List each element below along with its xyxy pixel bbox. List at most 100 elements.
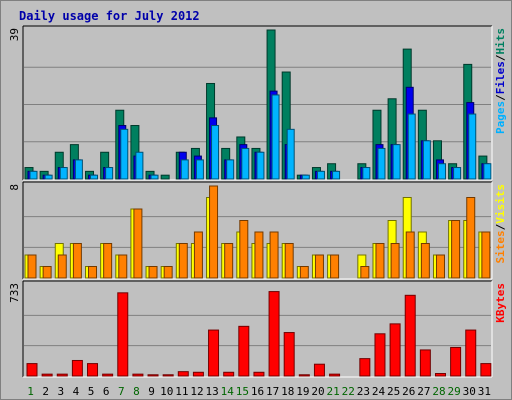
bar-kbytes-day-30 xyxy=(465,329,477,377)
legend-entry: / xyxy=(494,223,507,230)
x-tick-label-day-11: 11 xyxy=(175,385,188,398)
x-tick-label-day-31: 31 xyxy=(478,385,491,398)
bar-kbytes-day-11 xyxy=(177,371,189,377)
bar-pages-day-27 xyxy=(422,140,431,180)
bar-sites-day-4 xyxy=(72,243,82,279)
bar-pages-day-12 xyxy=(195,159,204,180)
legend-entry: Visits xyxy=(494,184,507,224)
x-tick-label-day-19: 19 xyxy=(296,385,309,398)
bar-kbytes-day-26 xyxy=(404,294,416,377)
x-tick-label-day-10: 10 xyxy=(160,385,173,398)
bar-sites-day-15 xyxy=(239,220,249,279)
bar-kbytes-day-29 xyxy=(450,346,462,377)
bar-kbytes-day-6 xyxy=(102,373,114,377)
x-tick-label-day-7: 7 xyxy=(118,385,125,398)
bar-sites-day-9 xyxy=(148,266,158,279)
bar-sites-day-11 xyxy=(178,243,188,279)
x-tick-label-day-15: 15 xyxy=(236,385,249,398)
x-tick-label-day-20: 20 xyxy=(311,385,324,398)
x-tick-label-day-5: 5 xyxy=(88,385,95,398)
bar-pages-day-5 xyxy=(90,174,99,180)
legend-entry: Sites xyxy=(494,230,507,263)
bar-sites-day-16 xyxy=(254,231,264,279)
x-tick-label-day-22: 22 xyxy=(342,385,355,398)
bar-pages-day-24 xyxy=(377,147,386,180)
bar-pages-day-23 xyxy=(362,167,371,180)
bar-sites-day-29 xyxy=(451,220,461,279)
bar-kbytes-day-16 xyxy=(253,371,265,377)
bar-kbytes-day-10 xyxy=(162,374,174,377)
bar-pages-day-14 xyxy=(226,159,235,180)
x-tick-label-day-24: 24 xyxy=(372,385,386,398)
bar-sites-day-25 xyxy=(390,243,400,279)
x-tick-label-day-14: 14 xyxy=(221,385,235,398)
bar-kbytes-day-18 xyxy=(283,332,295,377)
bar-pages-day-17 xyxy=(271,94,280,180)
bar-pages-day-19 xyxy=(301,174,310,180)
bar-kbytes-day-3 xyxy=(56,373,68,377)
bar-kbytes-day-21 xyxy=(329,373,341,377)
bar-sites-day-7 xyxy=(118,254,128,279)
x-tick-label-day-3: 3 xyxy=(58,385,65,398)
bar-kbytes-day-5 xyxy=(87,363,99,377)
bar-pages-day-6 xyxy=(105,167,114,180)
panel-visits_sites-legend: Sites/Visits xyxy=(494,184,507,264)
bar-pages-day-16 xyxy=(256,151,265,180)
bar-pages-day-4 xyxy=(74,159,83,180)
bar-kbytes-day-13 xyxy=(208,329,220,377)
legend-entry: Hits xyxy=(494,28,507,55)
bar-pages-day-13 xyxy=(211,125,220,180)
panel-kbytes-legend: KBytes xyxy=(494,283,507,323)
bar-pages-day-28 xyxy=(437,163,446,180)
bar-sites-day-2 xyxy=(42,266,52,279)
bar-kbytes-day-27 xyxy=(419,349,431,377)
bar-sites-day-23 xyxy=(360,266,370,279)
bar-pages-day-26 xyxy=(407,113,416,180)
bar-pages-day-9 xyxy=(150,174,159,180)
x-tick-label-day-27: 27 xyxy=(417,385,430,398)
x-tick-label-day-18: 18 xyxy=(281,385,294,398)
bar-sites-day-10 xyxy=(163,266,173,279)
x-tick-label-day-26: 26 xyxy=(402,385,415,398)
x-tick-label-day-29: 29 xyxy=(448,385,461,398)
bar-sites-day-20 xyxy=(314,254,324,279)
bar-pages-day-1 xyxy=(29,170,38,180)
panel-visits_sites-scale-label: 8 xyxy=(8,184,21,191)
bar-sites-day-12 xyxy=(193,231,203,279)
bar-pages-day-29 xyxy=(453,167,462,180)
bar-kbytes-day-19 xyxy=(298,374,310,377)
x-tick-label-day-2: 2 xyxy=(42,385,49,398)
bar-kbytes-day-4 xyxy=(71,359,83,377)
x-tick-label-day-8: 8 xyxy=(133,385,140,398)
bar-kbytes-day-9 xyxy=(147,374,159,377)
bar-kbytes-day-12 xyxy=(192,371,204,377)
bar-pages-day-31 xyxy=(483,163,492,180)
bar-sites-day-17 xyxy=(269,231,279,279)
bar-kbytes-day-24 xyxy=(374,333,386,377)
x-tick-label-day-17: 17 xyxy=(266,385,279,398)
bar-sites-day-8 xyxy=(133,208,143,279)
bar-kbytes-day-17 xyxy=(268,291,280,377)
bar-pages-day-20 xyxy=(316,170,325,180)
x-tick-label-day-4: 4 xyxy=(73,385,80,398)
bar-sites-day-27 xyxy=(420,243,430,279)
bar-pages-day-2 xyxy=(44,174,53,180)
bar-sites-day-5 xyxy=(88,266,98,279)
bar-pages-day-3 xyxy=(59,167,68,180)
legend-entry: / xyxy=(494,54,507,61)
x-tick-label-day-25: 25 xyxy=(387,385,400,398)
bar-kbytes-day-31 xyxy=(480,363,492,377)
bar-kbytes-day-7 xyxy=(117,292,129,377)
x-tick-label-day-13: 13 xyxy=(205,385,218,398)
bar-kbytes-day-23 xyxy=(359,358,371,377)
bar-pages-day-30 xyxy=(468,113,477,180)
chart-title: Daily usage for July 2012 xyxy=(19,9,200,23)
x-tick-label-day-30: 30 xyxy=(463,385,476,398)
bar-sites-day-18 xyxy=(284,243,294,279)
x-tick-label-day-6: 6 xyxy=(103,385,110,398)
bar-kbytes-day-1 xyxy=(26,363,38,377)
x-tick-label-day-23: 23 xyxy=(357,385,370,398)
bar-kbytes-day-28 xyxy=(434,373,446,377)
